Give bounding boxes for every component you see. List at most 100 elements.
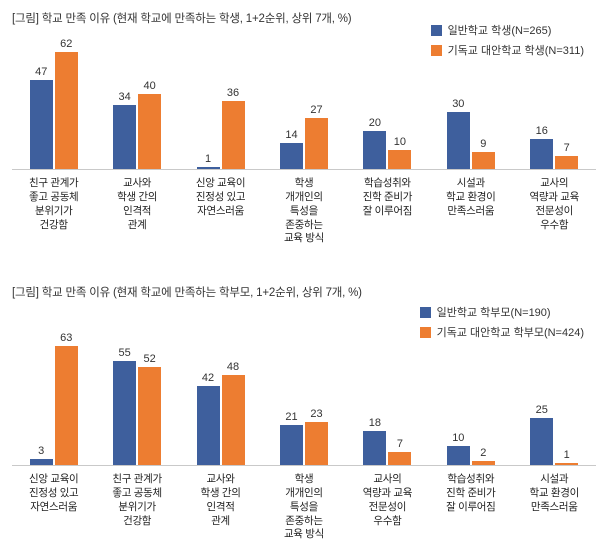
bar-column: 14 [279, 129, 303, 169]
bar [471, 461, 495, 465]
bar [196, 167, 220, 169]
bar-value-label: 52 [143, 352, 156, 365]
bar-column: 63 [54, 332, 78, 465]
bar [363, 431, 387, 465]
bar-column: 30 [446, 98, 470, 169]
bar [279, 425, 303, 465]
bar-value-label: 1 [563, 449, 570, 461]
bar-column: 7 [388, 438, 412, 465]
bar-group: 18 7 [346, 417, 429, 465]
bar [555, 463, 579, 465]
legend-swatch [419, 306, 431, 318]
bar-value-label: 48 [226, 360, 240, 373]
bar-group: 10 2 [429, 432, 512, 465]
bar-value-label: 47 [35, 66, 48, 79]
bar-value-label: 1 [204, 153, 212, 165]
bars-row: 47 62 34 40 1 36 14 27 20 10 30 9 16 7 [12, 38, 596, 170]
bar-group: 55 52 [95, 347, 178, 465]
bar [530, 417, 554, 465]
legend-label: 기독교 대안학교 학생(N=311) [447, 45, 584, 57]
category-label: 학생 개개인의 특성을 존중하는 교육 방식 [283, 473, 324, 541]
bar-column: 1 [196, 153, 220, 169]
plot-area: 47 62 34 40 1 36 14 27 20 10 30 9 16 7 친구 관계가 좋고 공동체 … [12, 38, 596, 246]
bar [388, 150, 412, 169]
legend-item: 일반학교 학생(N=265) [430, 22, 584, 38]
bar-value-label: 21 [285, 411, 298, 424]
bar [29, 459, 53, 465]
bar-column: 9 [471, 138, 495, 169]
bar-value-label: 34 [118, 90, 131, 103]
bar [363, 131, 387, 169]
bar [196, 385, 220, 465]
bar [138, 366, 162, 465]
bar-group: 34 40 [95, 80, 178, 169]
bar-group: 14 27 [262, 104, 345, 169]
bar-group: 25 1 [513, 404, 596, 465]
bar [471, 152, 495, 169]
bar-value-label: 20 [368, 117, 382, 130]
bar-column: 7 [555, 141, 579, 169]
bar [54, 346, 78, 465]
bar-column: 21 [279, 411, 303, 465]
category-label: 교사와 학생 간의 인격적 관계 [117, 177, 158, 231]
chart-students: [그림] 학교 만족 이유 (현재 학교에 만족하는 학생, 1+2순위, 상위… [12, 13, 596, 246]
bar [113, 104, 137, 169]
category-label: 친구 관계가 좋고 공동체 분위기가 건강함 [29, 177, 79, 231]
category-label: 신앙 교육이 진정성 있고 자연스러움 [29, 473, 79, 513]
legend-label: 기독교 대안학교 학부모(N=424) [436, 327, 584, 339]
bar-column: 55 [113, 347, 137, 465]
bar-column: 36 [221, 87, 245, 169]
bar-column: 16 [530, 124, 554, 169]
bar-column: 25 [530, 404, 554, 465]
bar-value-label: 16 [535, 124, 548, 137]
bar-group: 21 23 [262, 408, 345, 465]
bar-value-label: 9 [480, 138, 487, 151]
category-label: 학습성취와 진학 준비가 잘 이루어짐 [446, 473, 496, 513]
bar [279, 142, 303, 169]
category-label: 친구 관계가 좋고 공동체 분위기가 건강함 [112, 473, 162, 527]
bar [221, 374, 245, 465]
bar-column: 47 [29, 66, 53, 169]
category-label: 신앙 교육이 진정성 있고 자연스러움 [195, 177, 246, 217]
bar-group: 1 36 [179, 87, 262, 169]
bar-value-label: 10 [452, 432, 465, 445]
category-label: 교사와 학생 간의 인격적 관계 [200, 473, 241, 527]
bar-column: 62 [54, 38, 78, 169]
chart-title: [그림] 학교 만족 이유 (현재 학교에 만족하는 학부모, 1+2순위, 상… [12, 287, 362, 299]
plot-area: 3 63 55 52 42 48 21 23 18 7 10 2 25 1 신앙 교육이 진정성 있고 자… [12, 332, 596, 542]
category-label: 교사의 역량과 교육 전문성이 우수함 [529, 177, 580, 231]
bar-column: 10 [446, 432, 470, 465]
category-labels: 친구 관계가 좋고 공동체 분위기가 건강함 교사와 학생 간의 인격적 관계 신앙… [12, 170, 596, 246]
bar-value-label: 30 [452, 98, 465, 111]
bar-column: 34 [113, 90, 137, 169]
legend-item: 기독교 대안학교 학생(N=311) [430, 42, 584, 58]
bar [221, 101, 245, 169]
legend: 일반학교 학부모(N=190) 기독교 대안학교 학부모(N=424) [419, 304, 584, 340]
bar-group: 30 9 [429, 98, 512, 169]
bar-value-label: 62 [60, 38, 73, 51]
bar-group: 42 48 [179, 360, 262, 465]
bar-value-label: 10 [393, 136, 407, 149]
bar-value-label: 27 [310, 104, 323, 117]
legend-swatch [419, 326, 431, 338]
bar [446, 112, 470, 169]
legend: 일반학교 학생(N=265) 기독교 대안학교 학생(N=311) [430, 22, 584, 58]
bar-value-label: 7 [563, 141, 570, 154]
bar-column: 52 [138, 352, 162, 465]
bar [388, 451, 412, 465]
category-labels: 신앙 교육이 진정성 있고 자연스러움 친구 관계가 좋고 공동체 분위기가 건강… [12, 466, 596, 542]
bar-column: 1 [555, 449, 579, 465]
bar-column: 48 [221, 360, 245, 465]
legend-label: 일반학교 학부모(N=190) [436, 307, 551, 319]
category-label: 학생 개개인의 특성을 존중하는 교육 방식 [283, 177, 324, 245]
legend-swatch [430, 44, 442, 56]
bar [446, 446, 470, 465]
legend-item: 기독교 대안학교 학부모(N=424) [419, 324, 584, 340]
bar [304, 421, 328, 465]
category-label: 교사의 역량과 교육 전문성이 우수함 [362, 473, 413, 527]
bar-column: 2 [471, 447, 495, 465]
legend-swatch [430, 24, 442, 36]
bar-value-label: 2 [480, 447, 487, 460]
bar-group: 3 63 [12, 332, 95, 465]
